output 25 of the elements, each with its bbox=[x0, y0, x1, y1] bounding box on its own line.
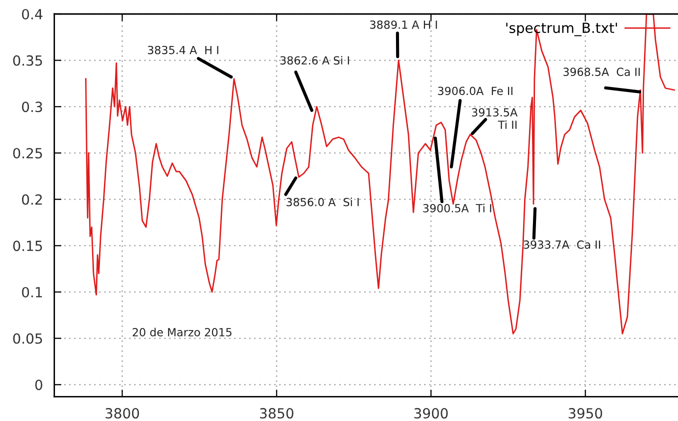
annotation: 3862.6 A Si I bbox=[280, 56, 349, 65]
y-tick-label: 0.05 bbox=[13, 333, 42, 344]
annotation: 3889.1 A H I bbox=[370, 20, 437, 29]
legend-label: 'spectrum_B.txt' bbox=[506, 22, 617, 36]
annotation: 3835.4 A H I bbox=[148, 46, 218, 54]
annotation: 3900.5A Ti I bbox=[423, 204, 492, 212]
annotation: 3906.0A Fe II bbox=[438, 86, 512, 96]
annotation: 3913.5A Ti II bbox=[472, 108, 518, 129]
x-tick-label: 3800 bbox=[106, 408, 139, 419]
x-tick-label: 3950 bbox=[568, 408, 602, 419]
y-tick-label: 0.4 bbox=[22, 8, 42, 20]
y-tick-label: 0.2 bbox=[22, 194, 42, 205]
y-tick-label: 0.1 bbox=[22, 286, 42, 298]
y-tick-label: 0.15 bbox=[13, 240, 42, 252]
y-tick-label: 0.35 bbox=[13, 55, 42, 66]
annotation: 3933.7A Ca II bbox=[524, 240, 600, 249]
line-series bbox=[85, 14, 675, 334]
y-tick-label: 0.3 bbox=[22, 102, 42, 112]
annotation: 3968.5A Ca II bbox=[563, 68, 640, 76]
y-tick-label: 0.25 bbox=[13, 148, 42, 158]
x-tick-label: 3850 bbox=[260, 408, 294, 419]
annotation: 20 de Marzo 2015 bbox=[132, 328, 232, 336]
annotation: 3856.0 A Si I bbox=[286, 198, 359, 206]
y-tick-label: 0 bbox=[35, 380, 42, 390]
x-tick-label: 3900 bbox=[414, 408, 448, 419]
